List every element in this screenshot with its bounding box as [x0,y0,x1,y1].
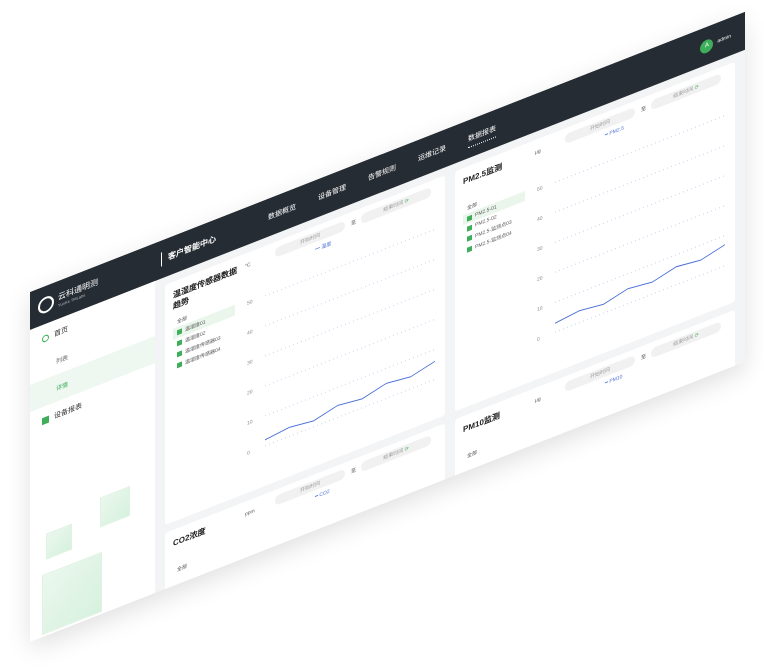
tree-node[interactable]: 全部 [173,542,235,577]
device-tree: 全部 [463,428,525,463]
range-separator: 至 [641,105,647,114]
unit-label: ppm [245,507,255,518]
line-chart: 50 40 30 20 10 0 [247,228,435,457]
square-icon [42,415,49,425]
cube-illustration-icon [42,551,102,636]
y-tick-label: 20 [537,275,543,283]
ring-icon [42,333,49,343]
y-tick-label: 10 [537,305,543,313]
square-icon [177,361,182,369]
y-tick-label: 50 [247,299,253,307]
nav-item-active[interactable]: 数据报表 [468,119,496,148]
legend-item[interactable]: ━ CO2 [315,488,330,501]
legend-item[interactable]: ━ PM10 [605,373,623,387]
unit-label: μg [535,395,541,405]
y-tick-label: 40 [537,215,543,223]
legend-label: PM10 [609,373,623,385]
grid-line [265,348,435,417]
refresh-icon[interactable]: ⟳ [404,445,409,454]
y-tick-label: 20 [247,389,253,397]
sidebar: 首页 列表 详情 设备报表 [30,281,155,642]
y-tick-label: 10 [247,419,253,427]
dashboard-window: 云科通明测 YunKe TMLabs 客户智能中心 数据概览 设备管理 告警规则 … [30,11,745,643]
nav-item[interactable]: 数据概览 [268,203,296,222]
legend-label: CO2 [319,488,330,499]
end-placeholder: 结束时间 [383,447,404,462]
user-name: admin [717,33,731,45]
refresh-icon[interactable]: ⟳ [404,197,409,206]
tree-label: 全部 [177,563,188,574]
range-separator: 至 [351,219,357,228]
square-icon [177,328,182,336]
square-icon [467,245,472,253]
grid-line [555,205,725,273]
grid-line [555,115,725,183]
y-tick-label: 30 [537,245,543,253]
device-tree: 全部 [173,542,235,577]
grid-line [265,258,435,327]
nav-item[interactable]: 设备管理 [318,183,346,202]
grid-line [265,318,435,387]
square-icon [467,214,472,222]
divider [161,252,162,267]
y-tick-label: 30 [247,359,253,367]
end-placeholder: 结束时间 [673,86,694,100]
grid-line [265,288,435,357]
chart-panel: PM2.5监测 μg 开始时间 至 结束时间 ⟳ ━ PM2.5 全部 PM2.5… [455,61,735,412]
line-chart: 50 40 30 20 10 0 [537,115,725,343]
avatar: A [700,36,714,55]
series-line [554,244,725,324]
y-tick-label: 50 [537,185,543,193]
grid-line [265,228,435,297]
y-tick-label: 0 [247,450,250,457]
y-tick-label: 0 [537,336,540,343]
end-placeholder: 结束时间 [673,334,694,348]
square-icon [177,350,182,358]
nav-item[interactable]: 运维记录 [418,144,446,163]
device-tree: 全部 PM2.5-01 PM2.5-02 PM2.5-监测点03 PM2.5-监测点04 [463,180,525,257]
range-separator: 至 [351,467,357,476]
grid-line [555,145,725,213]
tree-label: 全部 [467,449,478,460]
end-placeholder: 结束时间 [383,199,404,214]
y-tick-label: 40 [247,329,253,337]
grid-line [265,378,435,447]
nav-item[interactable]: 告警规则 [368,164,396,183]
grid-line [555,235,725,303]
grid-line [555,175,725,243]
sidebar-label: 设备报表 [54,402,82,421]
cube-illustration-icon [46,523,72,560]
series-line [264,360,435,441]
square-icon [467,234,472,242]
unit-label: °C [245,261,251,270]
tree-node[interactable]: 全部 [463,428,525,463]
refresh-icon[interactable]: ⟳ [694,83,699,92]
range-separator: 至 [641,353,647,362]
refresh-icon[interactable]: ⟳ [694,331,699,340]
cube-illustration-icon [100,485,130,528]
unit-label: μg [535,147,541,157]
user-menu[interactable]: A admin [700,30,731,55]
sidebar-label: 首页 [54,326,68,339]
chart-panel: 温湿度传感器数据趋势 °C 开始时间 至 结束时间 ⟳ ━ 温度 全部 温湿度01… [165,175,445,526]
logo-mark-icon [38,293,54,316]
square-icon [467,224,472,232]
grid-line [555,265,725,333]
square-icon [177,339,182,347]
